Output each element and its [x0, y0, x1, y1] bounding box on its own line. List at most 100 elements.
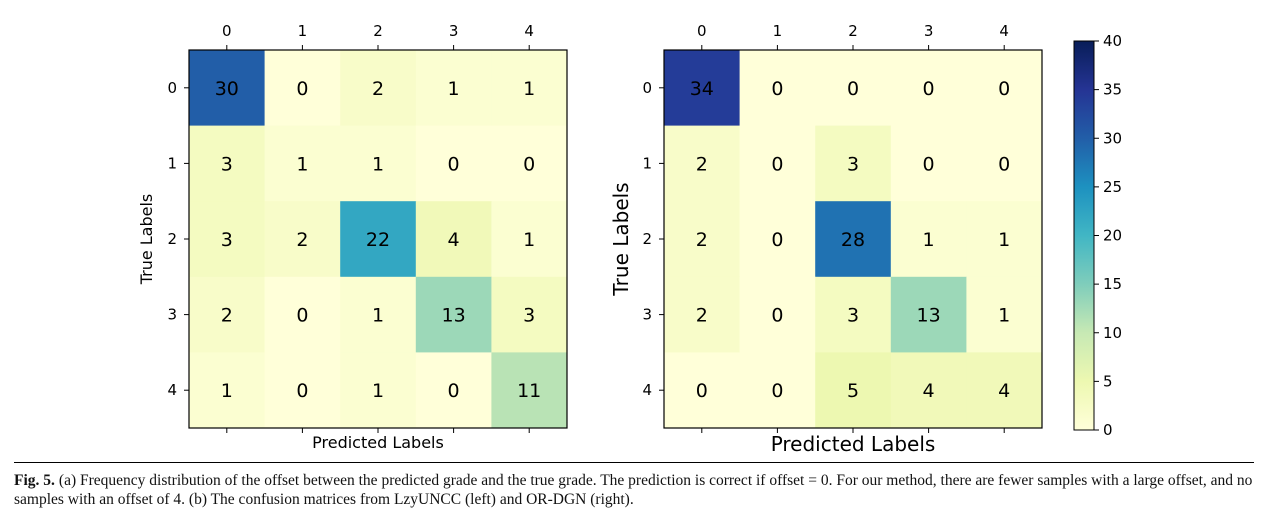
cell-value-label: 0	[523, 153, 535, 175]
heatmap-cell	[491, 276, 568, 353]
x-tick-label: 1	[298, 22, 308, 40]
x-axis-label: Predicted Labels	[771, 432, 936, 456]
cell-value-label: 2	[296, 229, 308, 251]
cell-value-label: 2	[372, 78, 384, 100]
y-axis-label: True Labels	[609, 182, 633, 296]
heatmap-cell	[491, 352, 568, 429]
heatmap-cell	[189, 50, 266, 127]
y-tick-label: 1	[642, 154, 652, 172]
cell-value-label: 2	[221, 305, 233, 327]
heatmap-cell	[189, 125, 266, 202]
cell-value-label: 1	[923, 229, 935, 251]
heatmap-cell	[890, 276, 967, 353]
heatmap-cell	[966, 201, 1043, 278]
cell-value-label: 2	[696, 153, 708, 175]
cell-value-label: 1	[296, 153, 308, 175]
colorbar-tick-label: 0	[1103, 421, 1113, 439]
y-tick-label: 0	[167, 79, 177, 97]
cell-value-label: 0	[998, 78, 1010, 100]
x-tick-label: 1	[773, 22, 783, 40]
heatmap-cell	[739, 352, 816, 429]
x-tick-label: 0	[697, 22, 707, 40]
cell-value-label: 1	[998, 305, 1010, 327]
heatmap-cell	[491, 125, 568, 202]
cell-value-label: 0	[998, 153, 1010, 175]
heatmap-cell	[815, 276, 892, 353]
heatmap-left: 30 0 2 1 13 1 1 0 03 2 22 4 12 0 1 13 31 0 1 0 110 1 2 3 401234P…	[137, 22, 568, 452]
cell-value-label: 30	[215, 78, 239, 100]
cell-value-label: 4	[998, 380, 1010, 402]
heatmap-cell	[264, 352, 341, 429]
heatmap-cell	[415, 276, 492, 353]
heatmap-cell	[739, 125, 816, 202]
x-tick-label: 2	[848, 22, 858, 40]
cell-value-label: 0	[771, 78, 783, 100]
colorbar-tick-label: 30	[1103, 129, 1122, 147]
y-tick-label: 1	[167, 154, 177, 172]
heatmap-cell	[966, 125, 1043, 202]
heatmap-cell	[415, 125, 492, 202]
y-tick-label: 2	[642, 230, 652, 248]
y-tick-label: 4	[167, 381, 177, 399]
heatmap-cell	[189, 276, 266, 353]
cell-value-label: 1	[523, 229, 535, 251]
heatmap-cell	[664, 201, 741, 278]
heatmap-cell	[815, 125, 892, 202]
cell-value-label: 0	[448, 380, 460, 402]
heatmap-cell	[491, 201, 568, 278]
cell-value-label: 3	[221, 229, 233, 251]
caption-text: (a) Frequency distribution of the offset…	[14, 472, 1253, 508]
x-tick-label: 0	[222, 22, 232, 40]
heatmap-cell	[340, 201, 417, 278]
colorbar-tick-label: 40	[1103, 32, 1122, 50]
cell-value-label: 1	[523, 78, 535, 100]
figure-caption: Fig. 5. (a) Frequency distribution of the…	[14, 471, 1258, 509]
cell-value-label: 0	[296, 305, 308, 327]
x-axis-label: Predicted Labels	[312, 433, 444, 452]
cell-value-label: 0	[771, 229, 783, 251]
x-tick-label: 2	[373, 22, 383, 40]
heatmap-cell	[966, 352, 1043, 429]
heatmap-cell	[664, 276, 741, 353]
cell-value-label: 0	[923, 78, 935, 100]
cell-value-label: 13	[442, 305, 466, 327]
heatmap-cell	[815, 50, 892, 127]
cell-value-label: 1	[372, 305, 384, 327]
caption-divider	[14, 462, 1254, 463]
colorbar-tick-label: 10	[1103, 324, 1122, 342]
cell-value-label: 28	[841, 229, 865, 251]
heatmap-cell	[966, 276, 1043, 353]
y-tick-label: 4	[642, 381, 652, 399]
heatmap-cell	[664, 352, 741, 429]
cell-value-label: 3	[523, 305, 535, 327]
y-tick-label: 3	[642, 306, 652, 324]
cell-value-label: 0	[771, 380, 783, 402]
heatmap-cell	[815, 352, 892, 429]
cell-value-label: 0	[771, 153, 783, 175]
colorbar-tick-label: 25	[1103, 178, 1122, 196]
cell-value-label: 1	[372, 380, 384, 402]
colorbar-tick-label: 5	[1103, 372, 1113, 390]
x-tick-label: 3	[924, 22, 934, 40]
heatmap-cell	[966, 50, 1043, 127]
heatmap-cell	[189, 352, 266, 429]
cell-value-label: 3	[847, 153, 859, 175]
cell-value-label: 2	[696, 305, 708, 327]
cell-value-label: 0	[448, 153, 460, 175]
cell-value-label: 1	[372, 153, 384, 175]
heatmap-cell	[340, 125, 417, 202]
cell-value-label: 1	[448, 78, 460, 100]
y-axis-label: True Labels	[137, 194, 156, 286]
heatmap-cell	[890, 352, 967, 429]
cell-value-label: 4	[923, 380, 935, 402]
heatmap-cell	[189, 201, 266, 278]
heatmap-right: 34 0 0 0 02 0 3 0 02 0 28 1 12 0 3 13 10 0 5 4 40 1 2 3 401234Pr…	[609, 22, 1043, 456]
x-tick-label: 3	[449, 22, 459, 40]
cell-value-label: 0	[696, 380, 708, 402]
cell-value-label: 2	[696, 229, 708, 251]
x-tick-label: 4	[524, 22, 534, 40]
heatmap-cell	[264, 201, 341, 278]
heatmap-cell	[739, 201, 816, 278]
heatmap-cell	[739, 276, 816, 353]
y-tick-label: 2	[167, 230, 177, 248]
